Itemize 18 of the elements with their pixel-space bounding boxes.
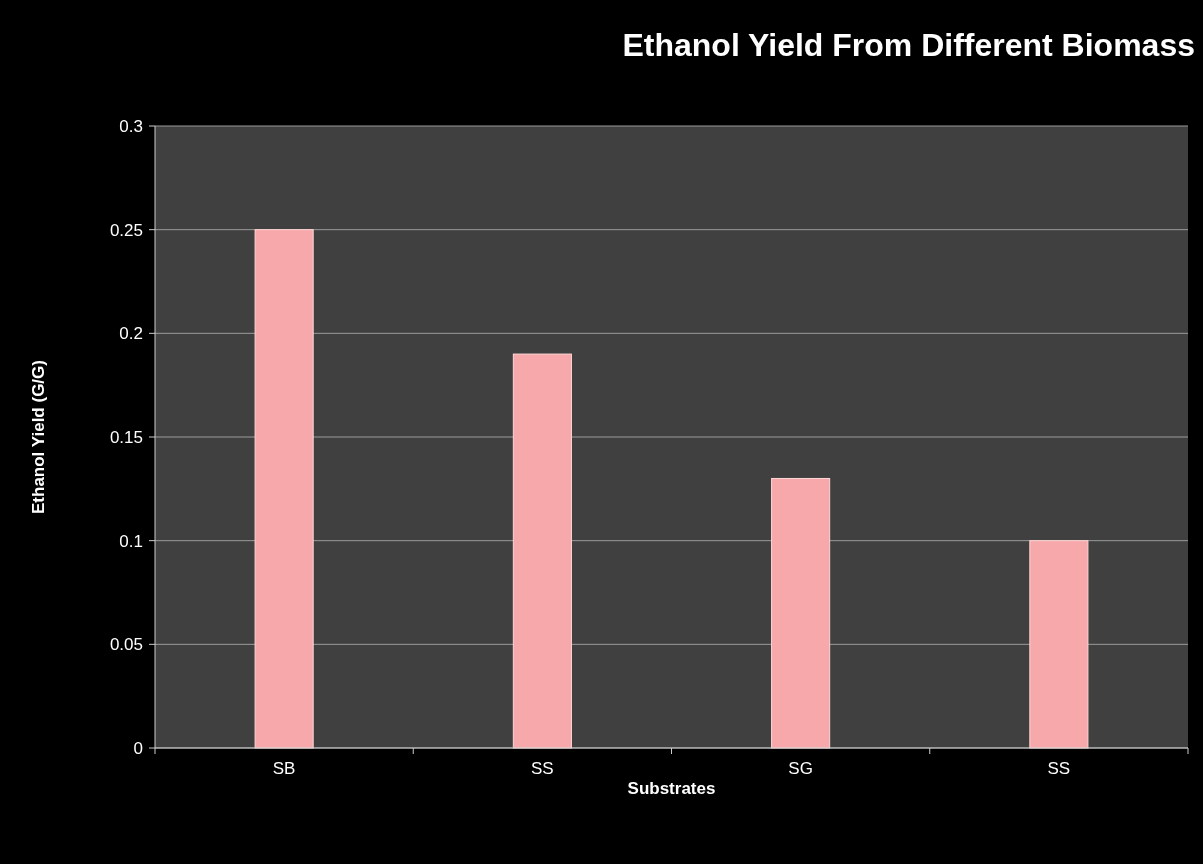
x-tick-label: SS [531,759,554,778]
y-tick-label: 0.3 [119,116,143,136]
bar [1029,540,1089,749]
y-tick-label: 0.05 [109,635,143,655]
bar [254,229,314,749]
y-tick-label: 0.2 [119,324,143,344]
x-tick-label: SS [1047,759,1071,778]
chart-title: Ethanol Yield From Different Biomass [622,27,1195,63]
y-tick-label: 0.25 [109,220,143,240]
y-axis-title: Ethanol Yield (G/G) [29,360,48,514]
x-tick-label: SB [272,759,296,778]
y-tick-label: 0 [133,738,143,758]
y-tick-label: 0.15 [109,427,143,447]
x-tick-label: SG [788,759,813,778]
bar [771,477,831,749]
bar [512,353,572,749]
y-tick-label: 0.1 [119,531,143,551]
x-axis-title: Substrates [627,779,716,798]
